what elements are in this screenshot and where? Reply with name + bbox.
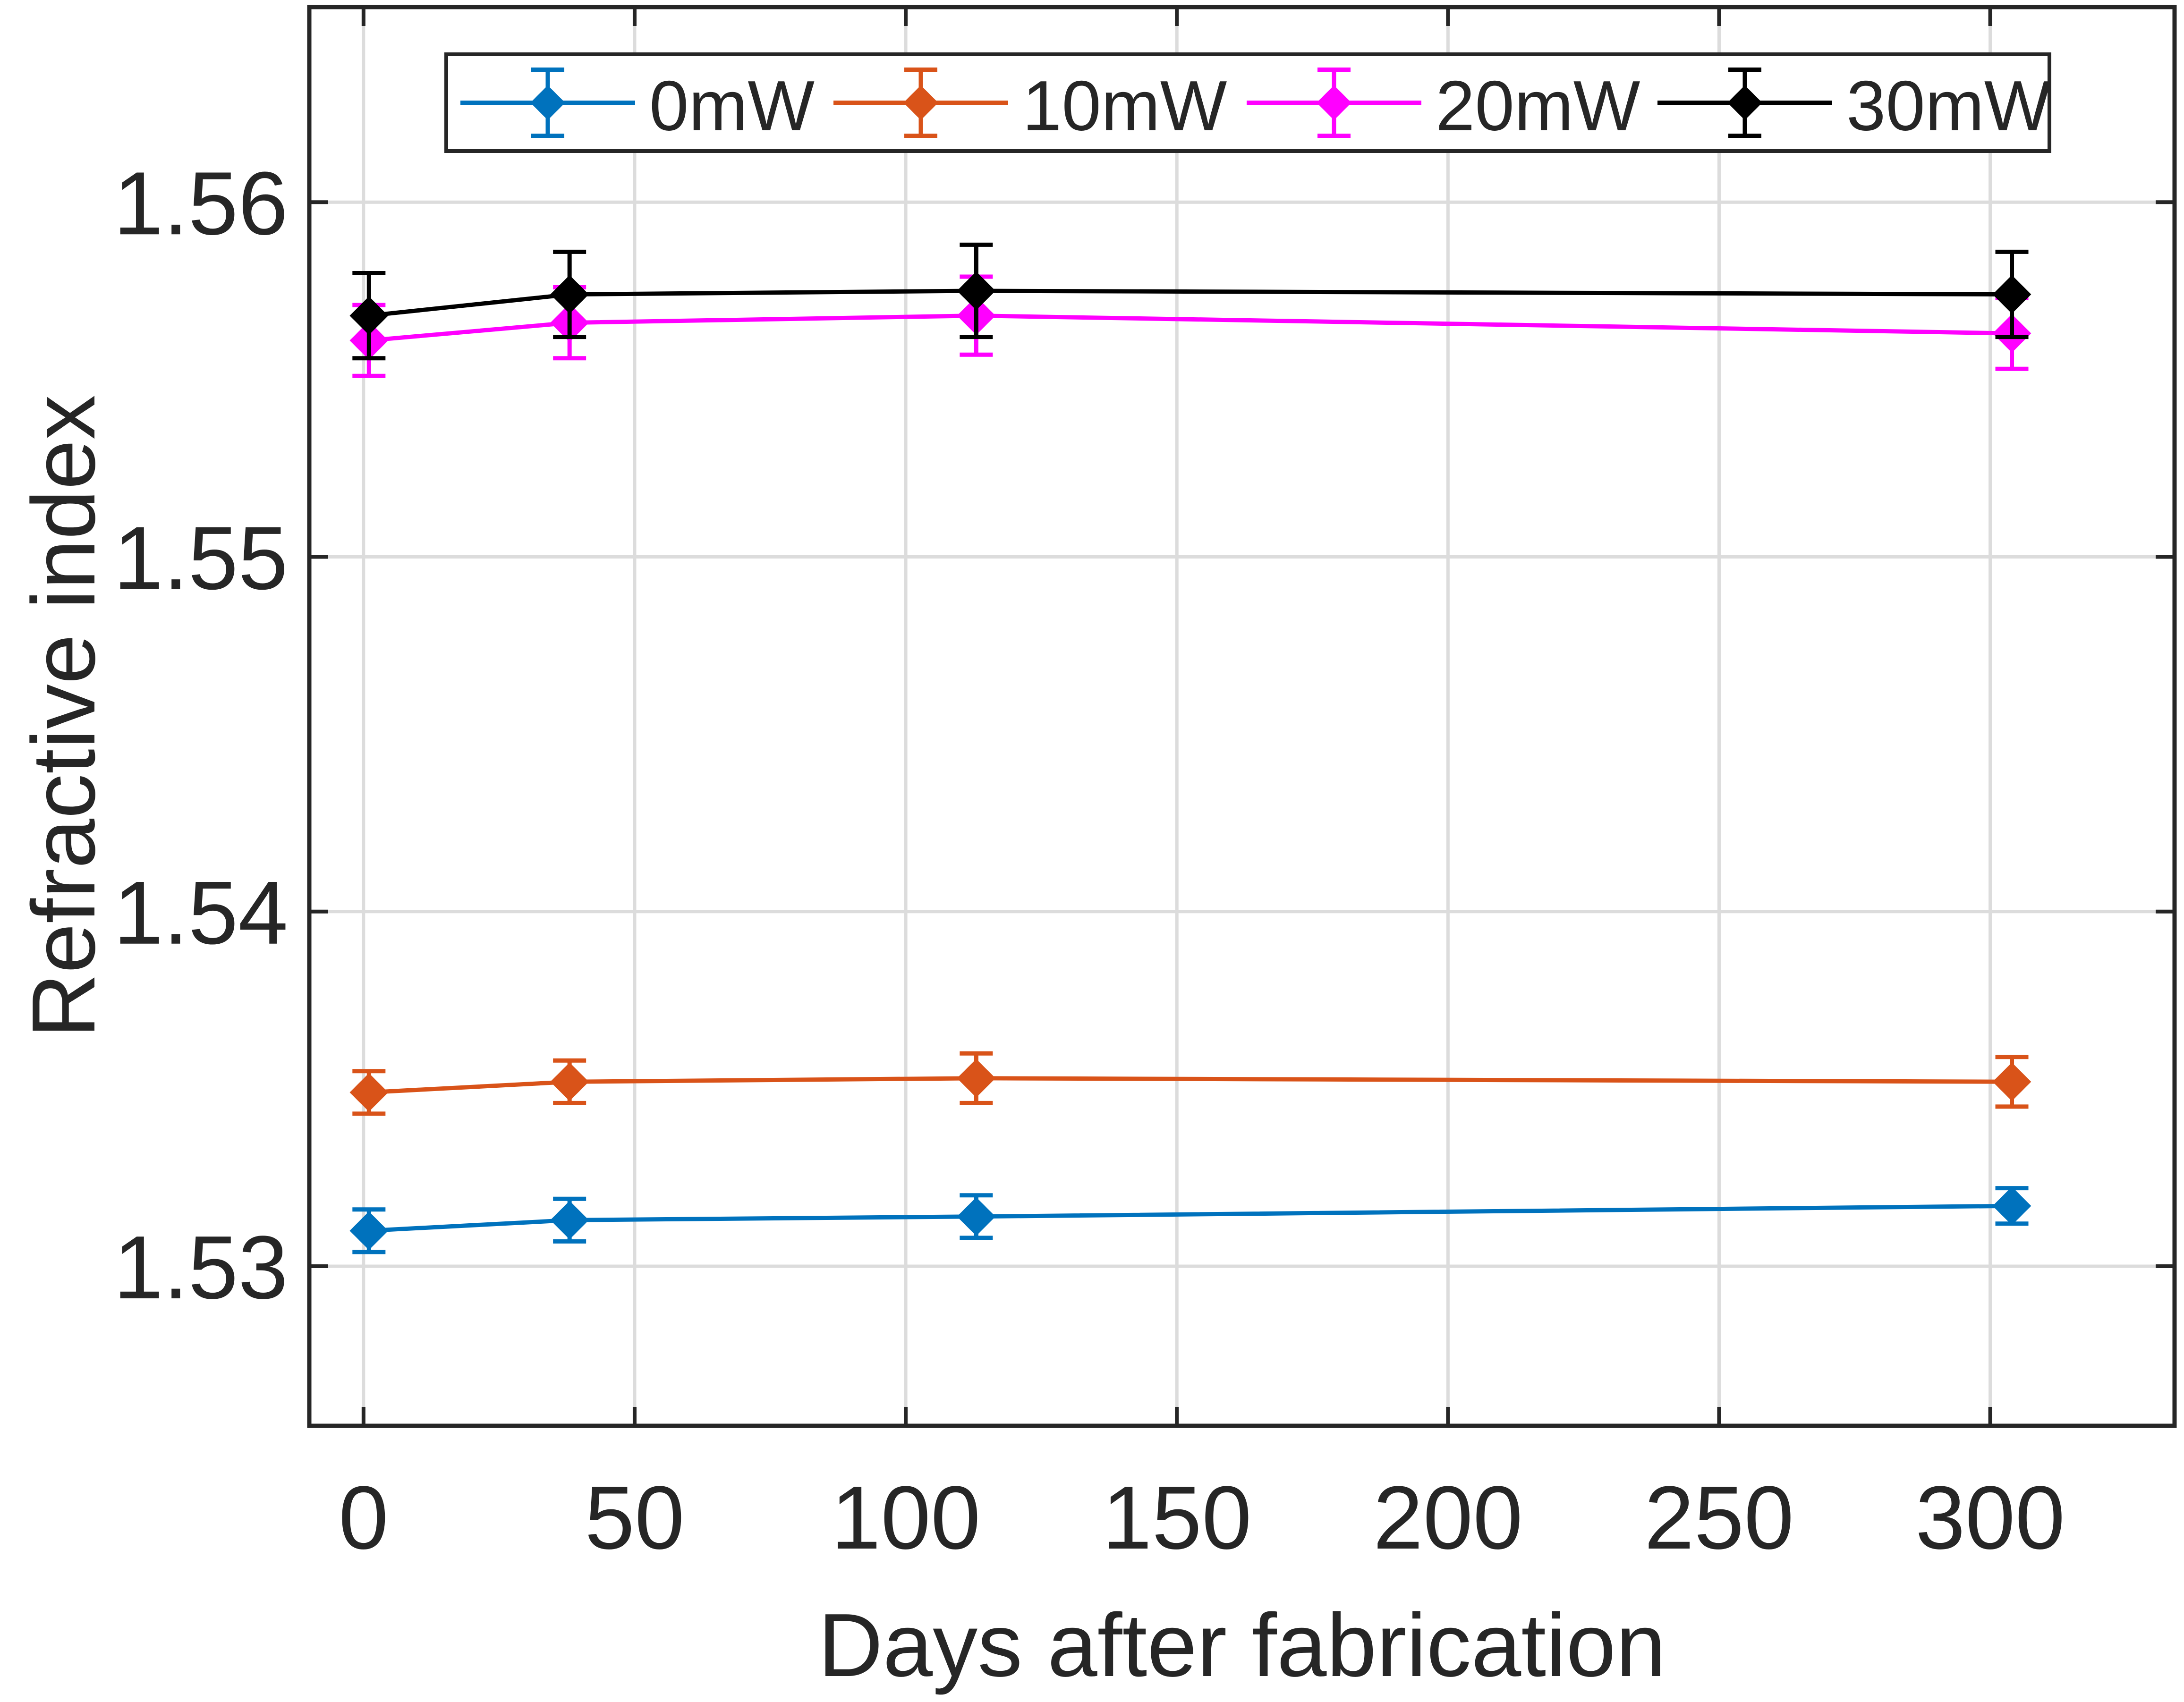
legend-label: 20mW — [1436, 66, 1640, 145]
axis-ticks: 0 50 100 150 200 250 300 1.53 1.54 1.55 1.56 — [113, 7, 2175, 1568]
y-tick-label: 1.54 — [113, 863, 288, 963]
legend-entry-0mW: 0mW — [460, 66, 815, 145]
data-point-0mW — [550, 1201, 589, 1240]
grid-lines — [309, 7, 2175, 1426]
legend-entry-10mW: 10mW — [833, 66, 1227, 145]
series-line-0mW — [369, 1203, 2012, 1233]
y-tick-label: 1.53 — [113, 1218, 288, 1318]
y-tick-label: 1.55 — [113, 508, 288, 608]
x-tick-label: 150 — [1102, 1468, 1252, 1568]
series-line-10mW — [369, 1076, 2012, 1095]
series-line-20mW — [368, 313, 2012, 343]
data-point-0mW — [957, 1197, 996, 1236]
legend-entry-30mW: 30mW — [1657, 66, 2051, 145]
y-tick-label: 1.56 — [113, 153, 288, 254]
legend-label: 0mW — [649, 66, 815, 145]
legend-entry-20mW: 20mW — [1247, 66, 1640, 145]
data-point-10mW — [957, 1058, 996, 1098]
legend-marker — [1317, 85, 1351, 120]
legend-label: 30mW — [1846, 66, 2051, 145]
legend-marker — [1727, 85, 1762, 120]
x-tick-label: 0 — [339, 1468, 389, 1568]
data-point-0mW — [1992, 1186, 2031, 1226]
x-tick-label: 50 — [585, 1468, 684, 1568]
data-point-30mW — [1992, 275, 2031, 314]
y-axis-label: Refractive index — [14, 395, 114, 1038]
data-point-30mW — [550, 275, 589, 314]
data-point-30mW — [349, 296, 389, 335]
x-tick-label: 200 — [1373, 1468, 1523, 1568]
legend-marker — [903, 85, 938, 120]
legend-label: 10mW — [1022, 66, 1227, 145]
data-point-0mW — [349, 1211, 389, 1250]
plot-frame — [307, 5, 2177, 1428]
series-30mW — [349, 242, 2031, 361]
data-point-10mW — [349, 1073, 389, 1112]
x-tick-label: 300 — [1915, 1468, 2065, 1568]
series-0mW — [349, 1186, 2031, 1254]
data-point-10mW — [550, 1062, 589, 1101]
series-line-30mW — [368, 288, 2012, 318]
axis-labels: Days after fabrication Refractive index — [14, 395, 1666, 1695]
x-tick-label: 100 — [831, 1468, 981, 1568]
data-series — [349, 242, 2031, 1254]
legend-marker — [530, 85, 565, 120]
data-point-30mW — [957, 271, 996, 310]
x-tick-label: 250 — [1644, 1468, 1794, 1568]
data-point-10mW — [1992, 1062, 2031, 1101]
series-10mW — [349, 1051, 2031, 1116]
x-axis-label: Days after fabrication — [818, 1595, 1666, 1695]
legend: 0mW 10mW 20mW 30mW — [444, 52, 2051, 153]
